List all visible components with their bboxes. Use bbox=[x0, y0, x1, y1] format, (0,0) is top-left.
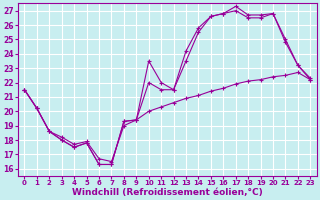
X-axis label: Windchill (Refroidissement éolien,°C): Windchill (Refroidissement éolien,°C) bbox=[72, 188, 263, 197]
